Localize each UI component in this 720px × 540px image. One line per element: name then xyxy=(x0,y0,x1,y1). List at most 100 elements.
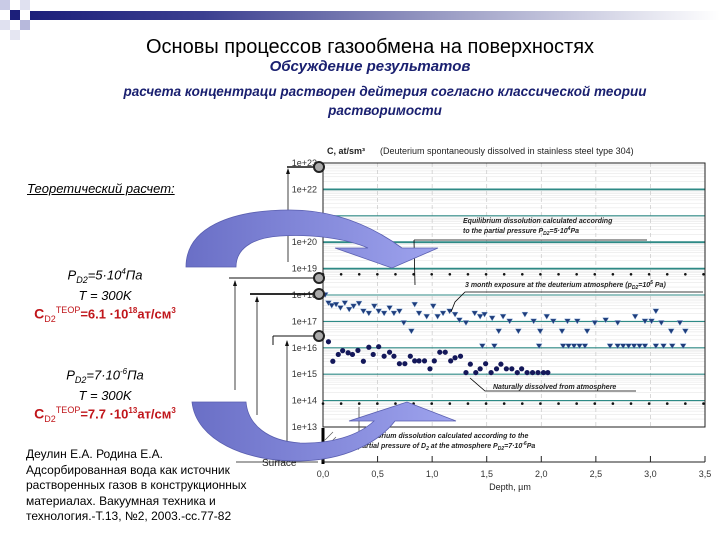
data-point-triangle xyxy=(591,320,599,326)
reference-line: Деулин Е.А. Родина Е.А. xyxy=(26,447,163,461)
reference-line-dot xyxy=(665,272,669,276)
reference-line: Адсорбированная вода как источник xyxy=(26,462,230,477)
x-tick-label: 1,0 xyxy=(426,469,439,479)
data-point-triangle xyxy=(495,328,503,335)
data-point-circle xyxy=(427,366,433,372)
data-point-circle xyxy=(396,361,402,367)
data-point-triangle xyxy=(491,343,498,350)
data-point-triangle xyxy=(429,303,437,310)
reference-line-dot xyxy=(575,402,578,405)
y-tick-label: 1e+17 xyxy=(292,316,317,326)
reference-line-dot xyxy=(376,402,379,405)
y-ticks: 1e+231e+221e+211e+201e+191e+181e+171e+16… xyxy=(292,158,317,432)
data-point-triangle xyxy=(636,343,643,350)
reference-line-dot xyxy=(539,402,542,405)
reference-line-dot xyxy=(394,272,397,276)
curved-arrow-up-icon xyxy=(191,401,457,462)
data-point-circle xyxy=(355,347,361,353)
reference-line-dot xyxy=(339,272,343,276)
data-point-circle xyxy=(402,361,408,367)
reference-line-dot xyxy=(684,272,687,276)
surface-label: Surface xyxy=(262,458,297,469)
concentration-2: CD2ТЕОР=7.7 ·1013ат/см3 xyxy=(34,404,176,424)
temperature-2: T = 300K xyxy=(78,387,132,403)
reference-line-dot xyxy=(593,402,597,405)
data-point-circle xyxy=(421,358,428,364)
data-point-triangle xyxy=(375,308,383,315)
reference-line-dot xyxy=(629,272,633,276)
data-point-circle xyxy=(349,351,356,358)
data-point-triangle xyxy=(415,310,423,317)
chart-title: C, at/sm³ xyxy=(327,146,365,156)
decor-square xyxy=(10,30,20,40)
reference-line-dot xyxy=(702,402,705,405)
decor-square xyxy=(0,20,10,30)
data-point-triangle xyxy=(521,311,529,318)
data-point-triangle xyxy=(549,318,557,325)
data-point-triangle xyxy=(390,310,398,317)
data-point-triangle xyxy=(682,328,689,335)
data-point-triangle xyxy=(499,314,507,320)
data-point-triangle xyxy=(462,320,470,326)
reference-line-dot xyxy=(466,272,470,276)
data-point-circle xyxy=(412,358,418,364)
y-tick-label: 1e+19 xyxy=(292,264,317,274)
temperature-1: T = 300K xyxy=(78,287,132,303)
data-point-triangle xyxy=(481,311,488,318)
reference-line-dot xyxy=(448,272,452,276)
x-tick-label: 2,5 xyxy=(590,469,603,479)
arrow-tips xyxy=(233,168,290,346)
data-point-triangle xyxy=(676,320,684,326)
data-point-circle xyxy=(391,353,397,359)
data-point-circle xyxy=(540,369,547,376)
reference-line-dot xyxy=(357,272,361,276)
y-tick-label: 1e+16 xyxy=(292,343,317,353)
data-point-triangle xyxy=(337,305,344,311)
data-point-triangle xyxy=(614,320,622,326)
data-point-triangle xyxy=(619,343,627,350)
reference-line-dot xyxy=(321,402,325,405)
data-point-triangle xyxy=(515,328,522,335)
header-decor-bar xyxy=(30,11,720,20)
reference-line-dot xyxy=(502,272,506,276)
data-point-triangle xyxy=(565,343,572,350)
x-tick-label: 2,0 xyxy=(535,469,548,479)
data-point-triangle xyxy=(478,343,486,350)
y-tick-label: 1e+23 xyxy=(292,158,317,168)
decor-square xyxy=(20,0,30,10)
data-point-triangle xyxy=(641,318,649,325)
data-point-triangle xyxy=(630,343,638,350)
data-point-circle xyxy=(407,353,413,359)
data-point-circle xyxy=(360,358,366,364)
data-point-circle xyxy=(340,348,346,354)
data-point-triangle xyxy=(350,303,357,310)
data-point-circle xyxy=(514,369,520,376)
data-point-triangle xyxy=(360,308,367,315)
data-point-triangle xyxy=(543,314,551,320)
data-point-circle xyxy=(519,366,525,372)
data-point-circle xyxy=(442,349,448,355)
reference-line-dot xyxy=(520,272,524,276)
reference-line-dot xyxy=(629,402,633,405)
svg-text:Equilibrium dissolution calcul: Equilibrium dissolution calculated accor… xyxy=(358,433,528,440)
x-tick-label: 3,0 xyxy=(644,469,657,479)
pressure-1: PD2=5·104Па xyxy=(67,267,143,285)
x-tick-label: 0,5 xyxy=(371,469,384,479)
data-point-circle xyxy=(381,353,387,359)
data-point-triangle xyxy=(625,343,632,350)
decor-square xyxy=(0,0,10,10)
concentration-diagram xyxy=(229,166,318,463)
marker-circles xyxy=(313,161,325,342)
data-point-circle xyxy=(335,351,341,358)
reference-line-dot xyxy=(430,272,434,276)
svg-text:3 month exposure at the deuter: 3 month exposure at the deuterium atmosp… xyxy=(465,280,666,291)
data-point-triangle xyxy=(370,303,378,310)
y-tick-label: 1e+18 xyxy=(292,290,317,300)
data-point-triangle xyxy=(614,343,622,350)
reference-line-dot xyxy=(448,402,452,405)
data-point-triangle xyxy=(606,343,614,350)
data-point-circle xyxy=(488,369,494,376)
data-point-triangle xyxy=(581,343,589,350)
reference-lines xyxy=(321,272,705,405)
data-point-triangle xyxy=(667,328,675,335)
